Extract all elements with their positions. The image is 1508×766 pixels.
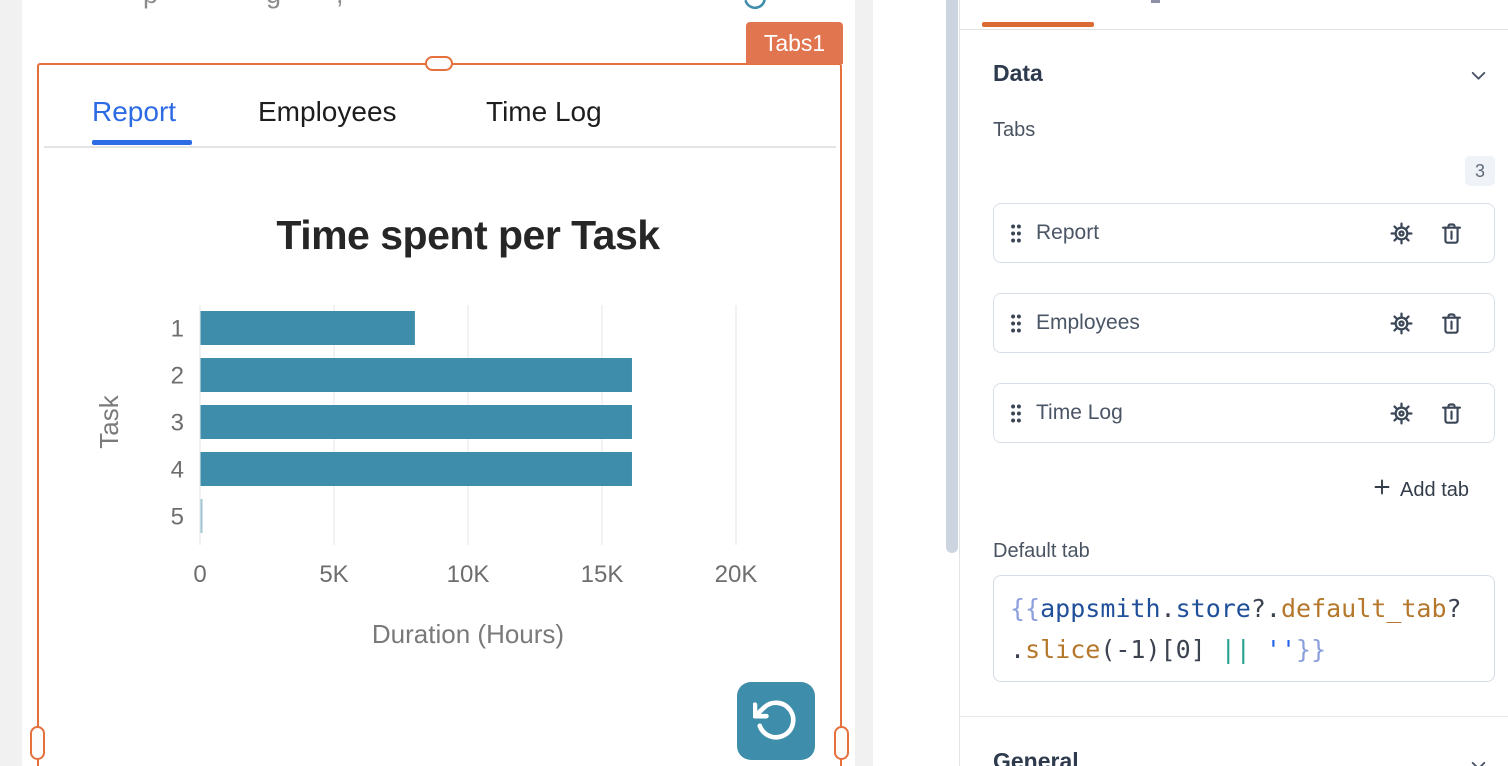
pane-active-tab-underline: [982, 22, 1094, 27]
clipped-refresh-icon[interactable]: [740, 0, 772, 11]
section-data-heading: Data: [993, 60, 1043, 86]
property-pane: Data Tabs 3 Report: [959, 0, 1508, 766]
svg-text:Time spent per Task: Time spent per Task: [276, 212, 660, 258]
text-fragment: p: [143, 0, 158, 9]
svg-text:20K: 20K: [715, 561, 758, 588]
drag-handle-icon[interactable]: [1009, 403, 1023, 429]
tabbar-divider: [44, 146, 836, 148]
chart-refresh-button[interactable]: [737, 682, 815, 760]
svg-text:3: 3: [171, 409, 184, 436]
section-general-heading: General: [993, 748, 1079, 766]
trash-icon[interactable]: [1438, 220, 1465, 252]
gear-icon[interactable]: [1388, 400, 1415, 432]
plus-icon: [1373, 478, 1391, 502]
chevron-down-icon[interactable]: [1469, 66, 1488, 90]
tab-item-label: Employees: [1036, 311, 1140, 334]
gear-icon[interactable]: [1388, 310, 1415, 342]
tabs-count-badge: 3: [1465, 156, 1495, 186]
canvas-left-gutter: [0, 0, 22, 766]
chart-svg: Time spent per Task 0 5K 10K 15K 20K 1 2 3 4 5 Task…: [94, 212, 758, 649]
resize-handle-right[interactable]: [834, 726, 849, 760]
active-tab-underline: [92, 140, 192, 145]
resize-handle-left[interactable]: [30, 726, 45, 760]
bar-chart[interactable]: Time spent per Task 0 5K 10K 15K 20K 1 2 3 4 5 Task…: [44, 150, 836, 710]
code-line: {{appsmith.store?.default_tab?: [1010, 594, 1462, 623]
pane-tabbar-divider: [960, 29, 1508, 30]
default-tab-code-input[interactable]: {{appsmith.store?.default_tab? .slice(-1…: [993, 575, 1495, 682]
canvas-right-gutter: [855, 0, 873, 766]
gear-icon[interactable]: [1388, 220, 1415, 252]
tabs-field-label: Tabs: [993, 119, 1036, 141]
svg-text:2: 2: [171, 362, 184, 389]
text-fragment: g: [266, 0, 281, 9]
code-line: .slice(-1)[0] || ''}}: [1010, 635, 1327, 664]
widget-tab-timelog[interactable]: Time Log: [486, 96, 602, 127]
drag-handle-icon[interactable]: [1009, 223, 1023, 249]
svg-text:10K: 10K: [447, 561, 490, 588]
svg-text:15K: 15K: [581, 561, 624, 588]
svg-text:Task: Task: [94, 394, 124, 448]
svg-text:Duration (Hours): Duration (Hours): [372, 619, 564, 649]
svg-text:5: 5: [171, 503, 184, 530]
drag-handle-icon[interactable]: [1009, 313, 1023, 339]
refresh-ccw-icon: [752, 697, 799, 746]
clipped-pane-tab-text: [1151, 0, 1160, 3]
resize-handle-top[interactable]: [425, 56, 453, 71]
add-tab-button[interactable]: Add tab: [1367, 477, 1475, 503]
tab-item-label: Time Log: [1036, 401, 1123, 424]
clipped-widget-text: p g ,: [0, 0, 520, 9]
section-divider: [960, 716, 1508, 717]
tab-item-employees[interactable]: Employees: [993, 293, 1495, 353]
widget-tab-employees[interactable]: Employees: [258, 96, 397, 127]
widget-name-badge[interactable]: Tabs1: [746, 22, 843, 64]
trash-icon[interactable]: [1438, 310, 1465, 342]
text-fragment: ,: [336, 0, 344, 9]
widget-tab-report[interactable]: Report: [92, 96, 177, 127]
svg-text:0: 0: [193, 561, 206, 588]
default-tab-field-label: Default tab: [993, 540, 1090, 562]
chevron-down-icon[interactable]: [1469, 756, 1488, 766]
scrollbar-thumb[interactable]: [946, 0, 958, 553]
tab-item-report[interactable]: Report: [993, 203, 1495, 263]
svg-text:5K: 5K: [319, 561, 348, 588]
trash-icon[interactable]: [1438, 400, 1465, 432]
svg-text:4: 4: [171, 456, 184, 483]
tab-item-label: Report: [1036, 221, 1100, 244]
add-tab-label: Add tab: [1400, 478, 1469, 501]
svg-text:1: 1: [171, 315, 184, 342]
tab-item-timelog[interactable]: Time Log: [993, 383, 1495, 443]
